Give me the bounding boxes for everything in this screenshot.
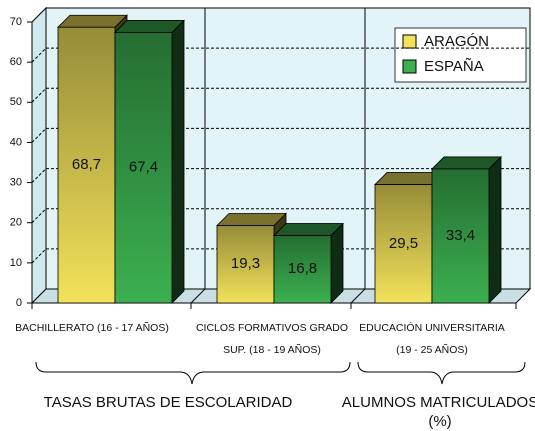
y-tick-label: 70	[10, 16, 22, 28]
brace	[35, 361, 351, 385]
left-wall	[31, 6, 47, 305]
bar	[431, 168, 490, 304]
x-tick-label: CICLOS FORMATIVOS GRADO	[196, 322, 348, 334]
legend-label: ARAGÓN	[424, 33, 489, 50]
grid-line	[31, 128, 47, 143]
x-tick-label: EDUCACIÓN UNIVERSITARIA	[359, 321, 505, 334]
value-label: 29,5	[389, 235, 418, 252]
y-tick-label: 60	[10, 56, 22, 68]
bar-side	[171, 19, 185, 304]
bar-top	[216, 213, 287, 226]
y-tick-label: 0	[16, 297, 22, 309]
bar-top	[273, 223, 344, 236]
grid-line	[31, 248, 47, 264]
x-tick-label: SUP. (18 - 19 AÑOS)	[223, 343, 321, 356]
legend-swatch	[402, 34, 417, 49]
bar	[216, 225, 275, 304]
grid-line	[31, 208, 47, 224]
divider	[350, 288, 366, 304]
value-label: 33,4	[446, 227, 475, 244]
bar-top	[114, 20, 185, 33]
group-label: TASAS BRUTAS DE ESCOLARIDAD	[44, 394, 293, 411]
bar	[374, 184, 433, 304]
braces	[35, 361, 526, 385]
y-tick-label: 40	[10, 136, 22, 148]
value-label: 68,7	[72, 156, 101, 173]
grid-line	[31, 168, 47, 183]
grid-line	[31, 87, 47, 103]
y-tick-label: 20	[10, 217, 22, 229]
bar-top	[431, 156, 502, 170]
brace	[357, 361, 526, 385]
value-label: 16,8	[288, 260, 317, 277]
bar-top	[57, 14, 128, 28]
legend-label: ESPAÑA	[424, 58, 484, 75]
y-tick-label: 50	[10, 96, 22, 108]
legend-box	[394, 27, 527, 83]
x-tick-label: BACHILLERATO (16 - 17 AÑOS)	[15, 321, 169, 334]
value-label: 19,3	[231, 255, 260, 272]
value-label: 67,4	[129, 159, 158, 176]
group-label: (%)	[428, 413, 451, 430]
divider	[190, 288, 206, 304]
bar-side	[488, 155, 502, 304]
group-label: ALUMNOS MATRICULADOS	[342, 394, 535, 411]
bar	[57, 26, 116, 304]
grid-line	[31, 47, 47, 63]
bar	[114, 32, 173, 304]
legend-swatch	[402, 59, 417, 74]
bar	[273, 235, 332, 304]
y-tick-label: 30	[10, 176, 22, 188]
bar-side	[330, 222, 344, 304]
x-tick-label: (19 - 25 AÑOS)	[396, 343, 468, 356]
y-tick-label: 10	[10, 257, 22, 269]
